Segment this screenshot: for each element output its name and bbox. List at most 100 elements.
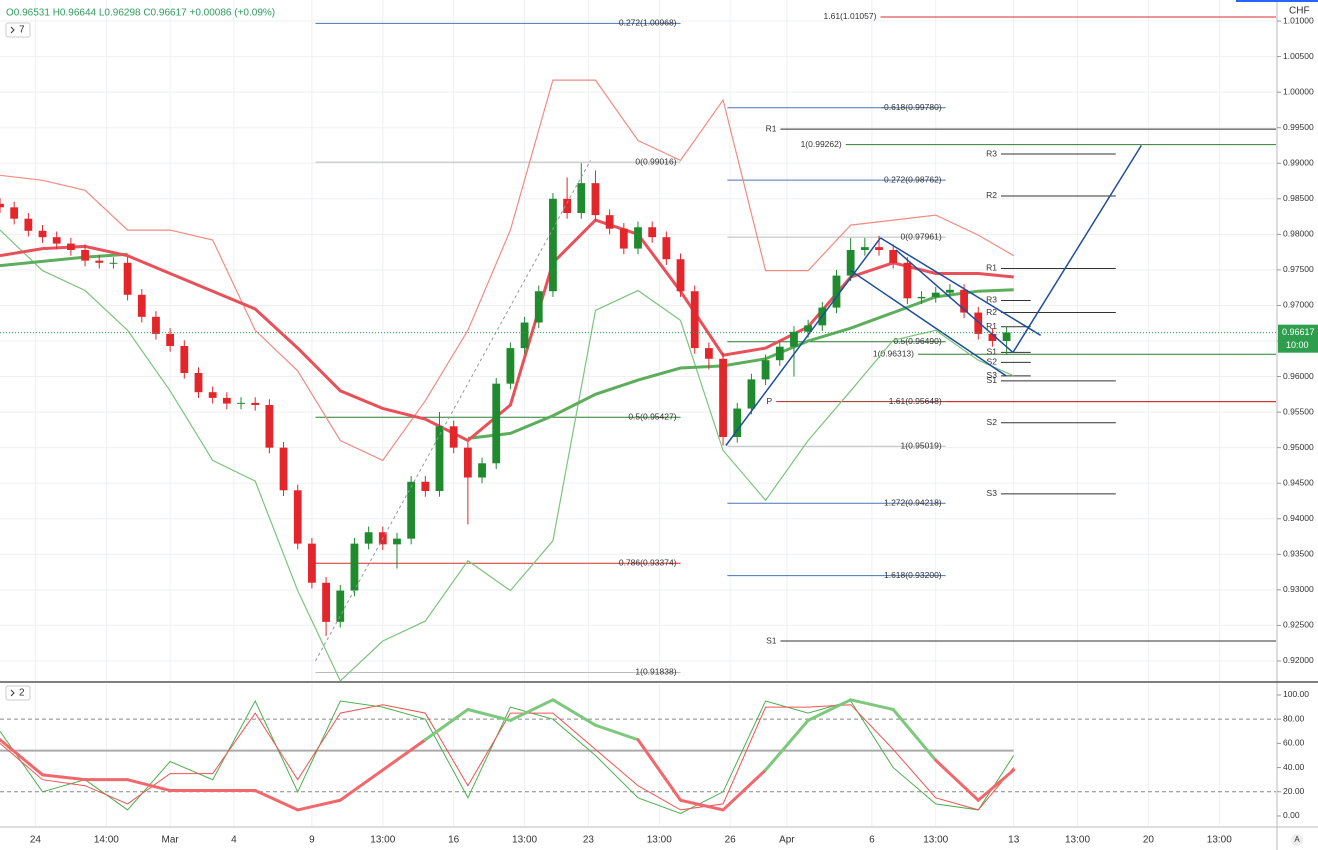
- candle-body: [10, 207, 19, 219]
- candle-body: [208, 392, 217, 398]
- oscillator-segment: [381, 738, 427, 772]
- candle-body: [903, 262, 912, 299]
- y-tick-label: 1.00500: [1283, 51, 1314, 61]
- x-tick-label: 4: [231, 835, 237, 846]
- indicator-line: [0, 79, 1015, 462]
- candle-body: [860, 247, 869, 250]
- candle-body: [875, 247, 883, 250]
- y-tick-label: 0.93000: [1283, 584, 1314, 594]
- candle-body: [634, 227, 642, 249]
- oscillator-segment: [0, 738, 45, 777]
- x-tick-label: Apr: [779, 835, 795, 846]
- indicator-toggle[interactable]: [5, 685, 31, 701]
- level-label: -0.618(0.99780): [881, 102, 942, 112]
- y-tick-label: 0.98000: [1283, 229, 1314, 239]
- level-label: 1.61(0.95648): [889, 396, 942, 406]
- candle-body: [137, 294, 146, 317]
- level-label: 0.5(0.96490): [893, 336, 941, 346]
- indicator-line: [0, 229, 1014, 681]
- level-label: S1: [987, 347, 998, 357]
- candle-body: [605, 215, 614, 229]
- x-tick-label: Mar: [162, 835, 180, 846]
- trend-line: [1012, 145, 1142, 353]
- x-tick-label: 6: [869, 835, 875, 846]
- level-label: R2: [986, 307, 997, 317]
- oscillator-segment: [849, 698, 895, 711]
- candle-body: [946, 289, 954, 293]
- y-tick-label: 0.97500: [1283, 264, 1314, 274]
- candle-body: [690, 291, 699, 349]
- candle-body: [194, 372, 203, 393]
- candle-body: [960, 289, 968, 313]
- candle-body: [350, 543, 359, 591]
- candle-body: [719, 358, 727, 437]
- oscillator-segment: [721, 768, 768, 812]
- y-tick-label: 0.94500: [1283, 477, 1314, 487]
- level-label: S3: [987, 370, 998, 380]
- candle-body: [846, 249, 855, 276]
- oscillator-segment: [466, 707, 512, 722]
- indicator-toggle[interactable]: [5, 22, 31, 38]
- y-tick-label: 0.97000: [1283, 300, 1314, 310]
- x-tick-label: 26: [725, 835, 737, 846]
- oscillator-segment: [806, 698, 853, 722]
- candle-body: [449, 426, 458, 448]
- candle-body: [917, 296, 926, 299]
- level-label: R2: [986, 190, 997, 200]
- y-tick-label: 0.99000: [1283, 157, 1314, 167]
- candle-body: [322, 582, 330, 622]
- y-tick-label: 40.00: [1283, 762, 1305, 772]
- candle-body: [52, 237, 61, 244]
- x-tick-label: 13:00: [1207, 835, 1232, 846]
- price-panel: 0.272(1.00968) 1.61(1.01057) -0.618(0.9978…: [0, 0, 1276, 681]
- oscillator-segment: [593, 723, 640, 742]
- trend-line: [315, 160, 591, 662]
- oscillator-segment: [126, 778, 172, 793]
- x-tick-label: 9: [309, 835, 315, 846]
- candle-body: [492, 383, 501, 464]
- x-tick-label: 14:00: [94, 835, 119, 846]
- level-label: 0(0.99016): [635, 156, 676, 166]
- candle-body: [676, 259, 685, 292]
- candle-body: [24, 218, 33, 231]
- level-label: P: [767, 396, 773, 406]
- candle-body: [832, 275, 841, 308]
- level-label: 1(0.95019): [901, 441, 942, 451]
- candle-body: [81, 249, 89, 261]
- oscillator-segment: [296, 798, 342, 812]
- level-label: 0.786(0.93374): [619, 558, 677, 568]
- candle-body: [747, 379, 756, 409]
- candle-body: [0, 203, 4, 208]
- oscillator-segment: [891, 707, 938, 762]
- candle-body: [95, 260, 104, 263]
- candle-body: [123, 262, 132, 295]
- level-label: 0.272(1.00968): [619, 18, 677, 28]
- candle-body: [38, 230, 47, 238]
- level-label: R3: [986, 148, 997, 158]
- level-label: R1: [766, 123, 777, 133]
- oscillator-segment: [636, 738, 683, 802]
- trend-line: [850, 269, 1007, 377]
- candle-body: [293, 490, 302, 544]
- x-tick-label: 16: [448, 835, 460, 846]
- candle-body: [704, 348, 713, 359]
- x-tick-label: 13:00: [512, 835, 537, 846]
- chevron-icon: [10, 689, 15, 697]
- candle-body: [393, 538, 401, 545]
- y-tick-label: 0.98500: [1283, 193, 1314, 203]
- auto-scale-button[interactable]: [1291, 834, 1303, 846]
- x-tick-label: 13:00: [923, 835, 948, 846]
- candle-body: [549, 198, 557, 292]
- oscillator-line: [0, 704, 1015, 811]
- countdown: 10:00: [1286, 340, 1309, 350]
- y-tick-label: 0.94000: [1283, 513, 1314, 523]
- oscillator-segment: [934, 758, 980, 802]
- currency: CHF: [1289, 6, 1310, 17]
- candle-body: [889, 249, 898, 263]
- auto-scale-label: A: [1294, 835, 1300, 844]
- toggle-count: 7: [19, 25, 25, 36]
- candle-body: [166, 333, 175, 346]
- candle-body: [478, 463, 486, 478]
